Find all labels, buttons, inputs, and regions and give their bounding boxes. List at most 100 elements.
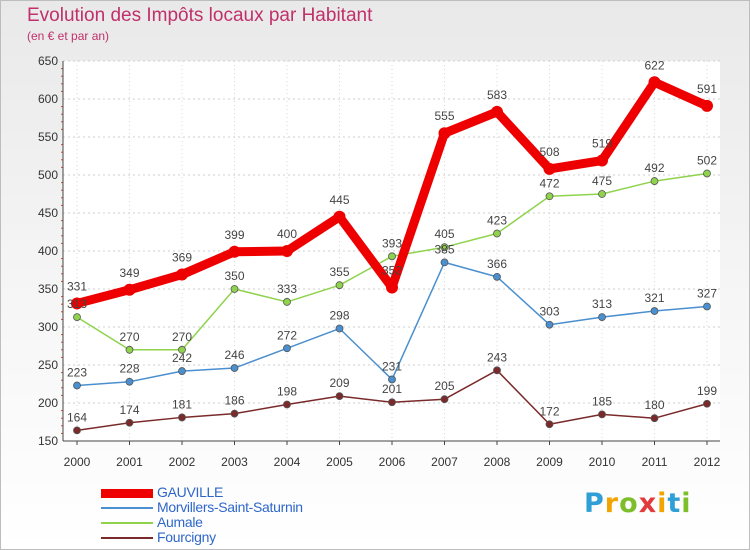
data-label: 423 (487, 214, 507, 228)
y-tick-label: 300 (38, 320, 58, 334)
logo-letter: x (638, 488, 658, 519)
data-point (71, 297, 83, 310)
data-label: 164 (67, 410, 87, 424)
logo-letter: r (604, 488, 620, 519)
data-label: 172 (539, 404, 559, 418)
data-point (440, 258, 449, 267)
x-tick-label: 2004 (274, 455, 301, 469)
x-tick-label: 2012 (694, 455, 721, 469)
data-point (440, 243, 449, 252)
logo-letter: i (681, 488, 692, 519)
data-point (493, 366, 501, 375)
data-label: 246 (224, 348, 244, 362)
data-point (386, 281, 398, 294)
data-point (701, 99, 713, 112)
data-point (230, 364, 239, 372)
data-label: 205 (434, 379, 454, 393)
data-point (596, 154, 608, 167)
x-tick-label: 2011 (642, 455, 668, 469)
data-label: 321 (644, 291, 664, 305)
data-point (650, 414, 659, 423)
data-label: 393 (382, 236, 402, 250)
data-point (493, 229, 501, 238)
data-point (335, 324, 344, 333)
data-label: 519 (592, 137, 612, 151)
logo-letter: i (657, 488, 668, 519)
data-label: 405 (434, 227, 454, 241)
data-label: 327 (697, 286, 717, 300)
data-point (125, 345, 134, 354)
legend-swatch (101, 488, 153, 498)
data-label: 333 (277, 282, 297, 296)
data-point (123, 283, 136, 296)
data-point (545, 320, 554, 329)
legend-swatch (101, 522, 153, 524)
x-tick-label: 2000 (64, 455, 91, 469)
data-point (598, 190, 606, 198)
data-label: 313 (592, 297, 612, 311)
data-point (73, 381, 81, 390)
chart-title: Evolution des Impôts locaux par Habitant (27, 5, 373, 26)
data-point (178, 413, 186, 422)
data-label: 199 (697, 384, 717, 398)
data-label: 185 (592, 394, 612, 408)
data-point (598, 410, 606, 419)
x-tick-label: 2005 (326, 455, 353, 469)
data-label: 475 (592, 174, 612, 188)
data-label: 366 (487, 257, 507, 271)
data-label: 355 (329, 265, 349, 279)
data-label: 591 (697, 82, 717, 96)
data-label: 298 (329, 309, 349, 323)
data-point (703, 302, 711, 311)
data-point (648, 76, 661, 89)
data-point (650, 177, 659, 185)
data-label: 272 (277, 328, 297, 342)
legend-label: Aumale (157, 514, 203, 530)
logo-letter: o (619, 488, 639, 519)
data-point (598, 313, 606, 322)
data-label: 331 (67, 279, 87, 293)
x-tick-label: 2008 (484, 455, 511, 469)
data-point (703, 399, 711, 408)
data-label: 385 (434, 242, 454, 256)
data-label: 228 (119, 362, 139, 376)
data-label: 555 (434, 109, 454, 123)
data-point (440, 395, 449, 404)
y-tick-label: 150 (38, 434, 58, 448)
data-point (545, 192, 554, 201)
logo-letter: t (667, 488, 682, 519)
data-label: 180 (644, 398, 664, 412)
x-tick-label: 2003 (221, 455, 248, 469)
y-tick-label: 500 (38, 168, 58, 182)
y-tick-label: 450 (38, 206, 58, 220)
legend-label: Fourcigny (157, 529, 216, 545)
data-point (283, 344, 291, 353)
data-label: 243 (487, 350, 507, 364)
legend-swatch (101, 507, 153, 509)
legend-label: GAUVILLE (157, 484, 224, 500)
data-point (125, 377, 134, 386)
data-label: 472 (539, 176, 559, 190)
data-point (283, 400, 291, 409)
data-point (228, 245, 241, 258)
data-label: 445 (329, 193, 349, 207)
data-point (438, 127, 451, 140)
data-point (388, 252, 396, 261)
data-point (230, 409, 239, 418)
data-point (493, 272, 501, 281)
data-label: 502 (697, 153, 717, 167)
data-label: 186 (224, 394, 244, 408)
data-label: 270 (119, 330, 139, 344)
x-tick-label: 2007 (431, 455, 458, 469)
data-label: 492 (644, 161, 664, 175)
data-point (335, 281, 344, 290)
data-label: 508 (539, 145, 559, 159)
data-label: 399 (224, 228, 244, 242)
data-point (125, 418, 134, 427)
data-point (650, 307, 659, 315)
data-label: 209 (329, 376, 349, 390)
y-tick-label: 250 (38, 358, 58, 372)
legend-label: Morvillers-Saint-Saturnin (157, 499, 303, 515)
